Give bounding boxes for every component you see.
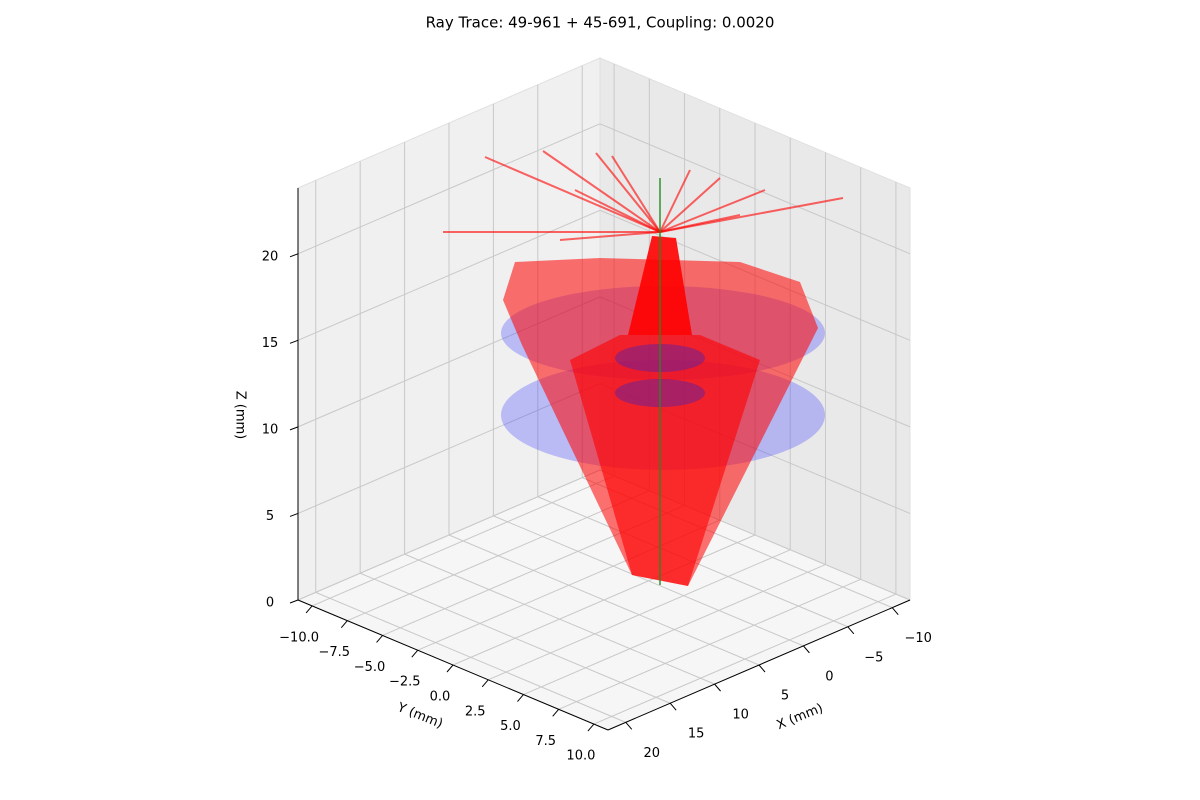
grid-line: [488, 549, 791, 681]
tick-mark: [481, 679, 489, 688]
y-axis-label: Y (mm): [394, 700, 445, 732]
x-axis-label: X (mm): [775, 701, 826, 733]
x-axis-line: [607, 599, 911, 731]
tick-mark: [714, 683, 721, 692]
grid-line: [297, 382, 601, 514]
tick-mark: [669, 702, 677, 711]
y-tick-label: 10.0: [566, 749, 595, 764]
y-tick-label: −2.5: [389, 675, 421, 690]
grid-line: [523, 564, 826, 696]
x-tick-label: −5: [864, 650, 883, 665]
grid-line: [297, 469, 601, 601]
y-tick-label: −10.0: [279, 630, 319, 645]
tick-mark: [289, 512, 299, 517]
y-tick-label: −7.5: [319, 645, 351, 660]
grid-line: [452, 534, 756, 666]
grid-line: [347, 490, 650, 622]
grid-line: [593, 593, 897, 725]
x-tick-label: 10: [732, 708, 749, 723]
z-tick-label: 0: [266, 596, 274, 611]
z-tick-label: 20: [262, 249, 279, 264]
grid-line: [311, 475, 615, 607]
y-tick-label: −5.0: [354, 660, 386, 675]
x-tick-label: −10: [905, 631, 932, 646]
grid-line: [599, 123, 911, 255]
tick-mark: [305, 605, 313, 614]
tick-mark: [289, 253, 299, 258]
tick-mark: [758, 664, 766, 673]
tick-mark: [552, 708, 560, 717]
x-tick-label: 5: [781, 689, 789, 704]
exit-rays: [443, 150, 844, 241]
x-tick-label: 20: [643, 746, 660, 761]
chart-title: Ray Trace: 49-961 + 45-691, Coupling: 0.…: [426, 14, 775, 32]
tick-mark: [517, 694, 524, 702]
y-tick-label: 5.0: [500, 719, 521, 734]
ray-scene: [443, 150, 844, 586]
x-tick-label: 15: [688, 727, 705, 742]
z-tick-label: 5: [266, 509, 274, 524]
tick-mark: [289, 426, 299, 431]
tick-mark: [803, 645, 810, 654]
y-tick-label: 0.0: [430, 690, 451, 705]
tick-mark: [891, 607, 899, 615]
grid-line: [297, 123, 601, 255]
tick-mark: [625, 722, 633, 730]
ray-bundle: [570, 335, 760, 586]
tick-mark: [289, 339, 299, 344]
grid-line: [558, 578, 861, 710]
x-tick-label: 0: [825, 669, 833, 684]
tick-mark: [446, 664, 454, 673]
tick-mark: [289, 599, 299, 604]
tick-mark: [340, 620, 348, 629]
y-tick-label: 7.5: [535, 734, 556, 749]
z-tick-label: 10: [262, 422, 279, 437]
tick-mark: [411, 649, 419, 658]
tick-mark: [847, 626, 855, 635]
z-axis-label: Z (mm): [233, 391, 248, 440]
tick-mark: [587, 723, 595, 732]
z-tick-label: 15: [262, 336, 279, 351]
tick-mark: [376, 635, 383, 643]
axes: −10 −5 0 5 10 15 20 −10.0−7.5−5.0−2.5 0.0 2.5 5.0 7…: [262, 188, 932, 764]
y-axis-line: [297, 599, 609, 731]
y-tick-label: 2.5: [465, 704, 486, 719]
